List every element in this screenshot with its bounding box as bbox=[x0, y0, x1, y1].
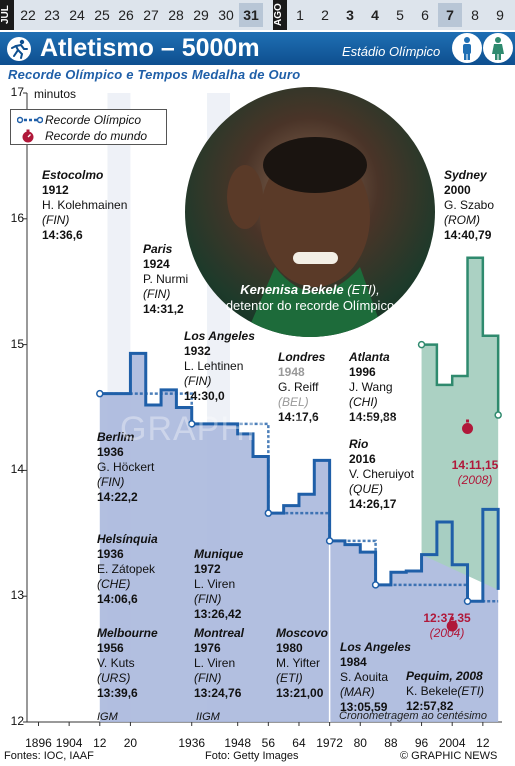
day-8: 8 bbox=[471, 7, 479, 23]
record-marker-2016-7 bbox=[494, 411, 502, 419]
day-24: 24 bbox=[69, 7, 85, 23]
day-31: 31 bbox=[239, 3, 263, 27]
annotation-atlanta: Atlanta 1996 J. Wang (CHI) 14:59,88 bbox=[349, 350, 397, 424]
annotation-munique: Munique 1972 L. Viren (FIN) 13:26,42 bbox=[194, 547, 244, 621]
day-22: 22 bbox=[20, 7, 36, 23]
date-bar: JUL 22 23 24 25 26 27 28 29 30 31 1 2 3 4 5 6 7 8 9 AGO bbox=[0, 0, 515, 30]
day-26: 26 bbox=[118, 7, 134, 23]
x-tick-label-1: 1904 bbox=[55, 736, 83, 750]
day-5: 5 bbox=[396, 7, 404, 23]
caption-name: Kenenisa Bekele bbox=[240, 282, 344, 297]
gold-area bbox=[99, 353, 499, 722]
stopwatch-icon bbox=[22, 129, 34, 143]
record-marker-1912-0 bbox=[96, 389, 104, 398]
annotation-melbourne: Melbourne 1956 V. Kuts (URS) 13:39,6 bbox=[97, 626, 158, 700]
annotation-estocolmo: Estocolmo 1912 H. Kolehmainen (FIN) 14:36,6 bbox=[42, 168, 128, 242]
olympic-record-line bbox=[99, 392, 499, 603]
record-marker-1936-1 bbox=[187, 420, 196, 428]
male-icon bbox=[452, 33, 482, 63]
day-4: 4 bbox=[371, 7, 379, 23]
title-bar bbox=[0, 32, 515, 65]
photo-caption: Kenenisa Bekele (ETI), detentor do recor… bbox=[210, 282, 410, 314]
female-icon bbox=[483, 33, 513, 63]
annotation-losangeles1932: Los Angeles 1932 L. Lehtinen (FIN) 14:30,0 bbox=[184, 329, 255, 403]
record-marker-1996-6 bbox=[417, 340, 426, 349]
record-marker-1972-3 bbox=[325, 537, 334, 545]
day-1: 1 bbox=[296, 7, 304, 23]
day-25: 25 bbox=[94, 7, 110, 23]
x-tick-label-8: 1972 bbox=[316, 736, 343, 750]
footer-brand: © GRAPHIC NEWS bbox=[400, 750, 498, 762]
running-icon bbox=[5, 36, 33, 62]
footer-sources: Fontes: IOC, IAAF bbox=[4, 750, 94, 762]
day-6: 6 bbox=[421, 7, 429, 23]
x-tick-label-13: 12 bbox=[476, 736, 490, 750]
x-tick-label-9: 80 bbox=[353, 736, 367, 750]
day-29: 29 bbox=[193, 7, 209, 23]
legend-olympic-record: Recorde Olímpico bbox=[45, 113, 142, 127]
x-tick-label-5: 1948 bbox=[224, 736, 252, 750]
caption-rest: detentor do recorde Olímpico bbox=[225, 298, 395, 313]
record-marker-1956-2 bbox=[264, 509, 273, 517]
day-9: 9 bbox=[496, 7, 504, 23]
venue-label: Estádio Olímpico bbox=[342, 44, 441, 59]
period-igm: IGM bbox=[97, 711, 118, 723]
annotation-losangeles1984: Los Angeles 1984 S. Aouita (MAR) 13:05,59 bbox=[340, 640, 411, 714]
y-tick-label-12: 12 bbox=[10, 714, 24, 728]
athlete-photo bbox=[185, 87, 435, 337]
y-tick-label-17: 17 bbox=[10, 85, 24, 99]
annotation-montreal: Montreal 1976 L. Viren (FIN) 13:24,76 bbox=[194, 626, 245, 700]
annotation-rio: Rio 2016 V. Cheruiyot (QUE) 14:26,17 bbox=[349, 437, 414, 511]
chart-subtitle: Recorde Olímpico e Tempos Medalha de Our… bbox=[8, 67, 301, 82]
y-tick-label-13: 13 bbox=[10, 588, 24, 603]
day-30: 30 bbox=[218, 7, 234, 23]
world-record-2004: 12:37,35 (2004) bbox=[423, 611, 471, 640]
x-tick-label-10: 88 bbox=[384, 736, 398, 750]
x-tick-label-0: 1896 bbox=[25, 736, 52, 750]
day-27: 27 bbox=[143, 7, 159, 23]
x-tick-label-11: 96 bbox=[414, 736, 429, 750]
x-tick-label-4: 1936 bbox=[178, 736, 206, 750]
women-line bbox=[421, 256, 500, 416]
day-2: 2 bbox=[321, 7, 329, 23]
world-record-2008: 14:11,15 (2008) bbox=[451, 458, 499, 487]
day-7: 7 bbox=[438, 3, 462, 27]
cronometragem-note: Cronometragem ao centésimo bbox=[339, 710, 487, 722]
watermark: GRAPHIC NEWS bbox=[120, 410, 399, 448]
annotation-paris: Paris 1924 P. Nurmi (FIN) 14:31,2 bbox=[143, 242, 189, 316]
record-marker-2008-5 bbox=[463, 597, 472, 605]
annotation-moscovo: Moscovo 1980 M. Yifter (ETI) 13:21,00 bbox=[276, 626, 329, 700]
footer-photo-credit: Foto: Getty Images bbox=[205, 750, 299, 762]
world-record-marker-2008 bbox=[462, 422, 474, 434]
x-tick-label-7: 64 bbox=[292, 736, 306, 750]
gold-line bbox=[99, 351, 500, 603]
y-tick-label-16: 16 bbox=[10, 210, 24, 225]
x-tick-label-3: 20 bbox=[123, 736, 138, 750]
day-3: 3 bbox=[346, 7, 354, 23]
x-tick-label-12: 2004 bbox=[438, 736, 466, 750]
y-tick-label-15: 15 bbox=[10, 336, 24, 351]
annotation-berlim: Berlim 1936 G. Höckert (FIN) 14:22,2 bbox=[97, 430, 155, 504]
annotation-londres: Londres 1948 G. Reiff (BEL) 14:17,6 bbox=[278, 350, 326, 424]
record-marker-1984-4 bbox=[371, 581, 380, 589]
legend-world-record: Recorde do mundo bbox=[45, 129, 148, 143]
y-tick-label-14: 14 bbox=[10, 462, 24, 477]
day-23: 23 bbox=[44, 7, 60, 23]
x-tick-label-2: 12 bbox=[93, 736, 107, 750]
annotation-pequim: Pequim, 2008 K. Bekele(ETI) 12:57,82 bbox=[406, 669, 485, 713]
day-28: 28 bbox=[168, 7, 184, 23]
y-axis-label: minutos bbox=[34, 87, 77, 101]
women-area bbox=[421, 257, 499, 590]
x-tick-label-6: 56 bbox=[261, 736, 275, 750]
period-iigm: IIGM bbox=[196, 711, 220, 723]
annotation-sydney: Sydney 2000 G. Szabo (ROM) 14:40,79 bbox=[444, 168, 495, 242]
caption-country: (ETI), bbox=[347, 282, 380, 297]
page-title: Atletismo – 5000m bbox=[40, 34, 260, 62]
annotation-helsinquia: Helsínquia 1936 E. Zátopek (CHE) 14:06,6 bbox=[97, 532, 158, 606]
world-record-marker-2004 bbox=[446, 620, 458, 632]
legend: Recorde Olímpico Recorde do mundo bbox=[10, 109, 167, 145]
